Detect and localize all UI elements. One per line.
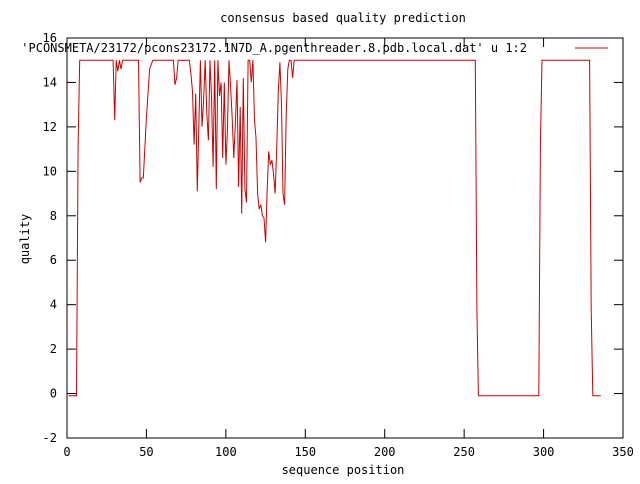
- y-tick-label: 2: [50, 342, 57, 356]
- x-tick-label: 50: [139, 445, 153, 459]
- y-tick-label: 8: [50, 209, 57, 223]
- plot-frame: [66, 37, 624, 439]
- chart-title: consensus based quality prediction: [220, 11, 466, 25]
- legend: 'PCONSMETA/23172/pcons23172.1N7D_A.pgent…: [21, 41, 608, 55]
- y-tick-label: 14: [43, 75, 57, 89]
- x-axis: 0 50 100 150 200 250 300 350: [63, 38, 634, 459]
- x-axis-label: sequence position: [282, 463, 405, 477]
- x-tick-label: 0: [63, 445, 70, 459]
- x-tick-label: 150: [294, 445, 316, 459]
- x-tick-label: 300: [533, 445, 555, 459]
- x-tick-label: 350: [612, 445, 634, 459]
- legend-entry-label: 'PCONSMETA/23172/pcons23172.1N7D_A.pgent…: [21, 41, 527, 55]
- y-tick-label: 4: [50, 298, 57, 312]
- y-axis: -2 0 2 4 6 8 10 12 14 16: [43, 31, 623, 445]
- y-tick-label: -2: [43, 431, 57, 445]
- y-axis-label: quality: [18, 214, 32, 265]
- x-tick-label: 200: [374, 445, 396, 459]
- x-tick-label: 100: [215, 445, 237, 459]
- y-tick-label: 12: [43, 120, 57, 134]
- x-tick-label: 250: [453, 445, 475, 459]
- series-line: [68, 59, 601, 397]
- y-tick-label: 6: [50, 253, 57, 267]
- y-tick-label: 0: [50, 387, 57, 401]
- y-tick-label: 10: [43, 164, 57, 178]
- y-tick-label: 16: [43, 31, 57, 45]
